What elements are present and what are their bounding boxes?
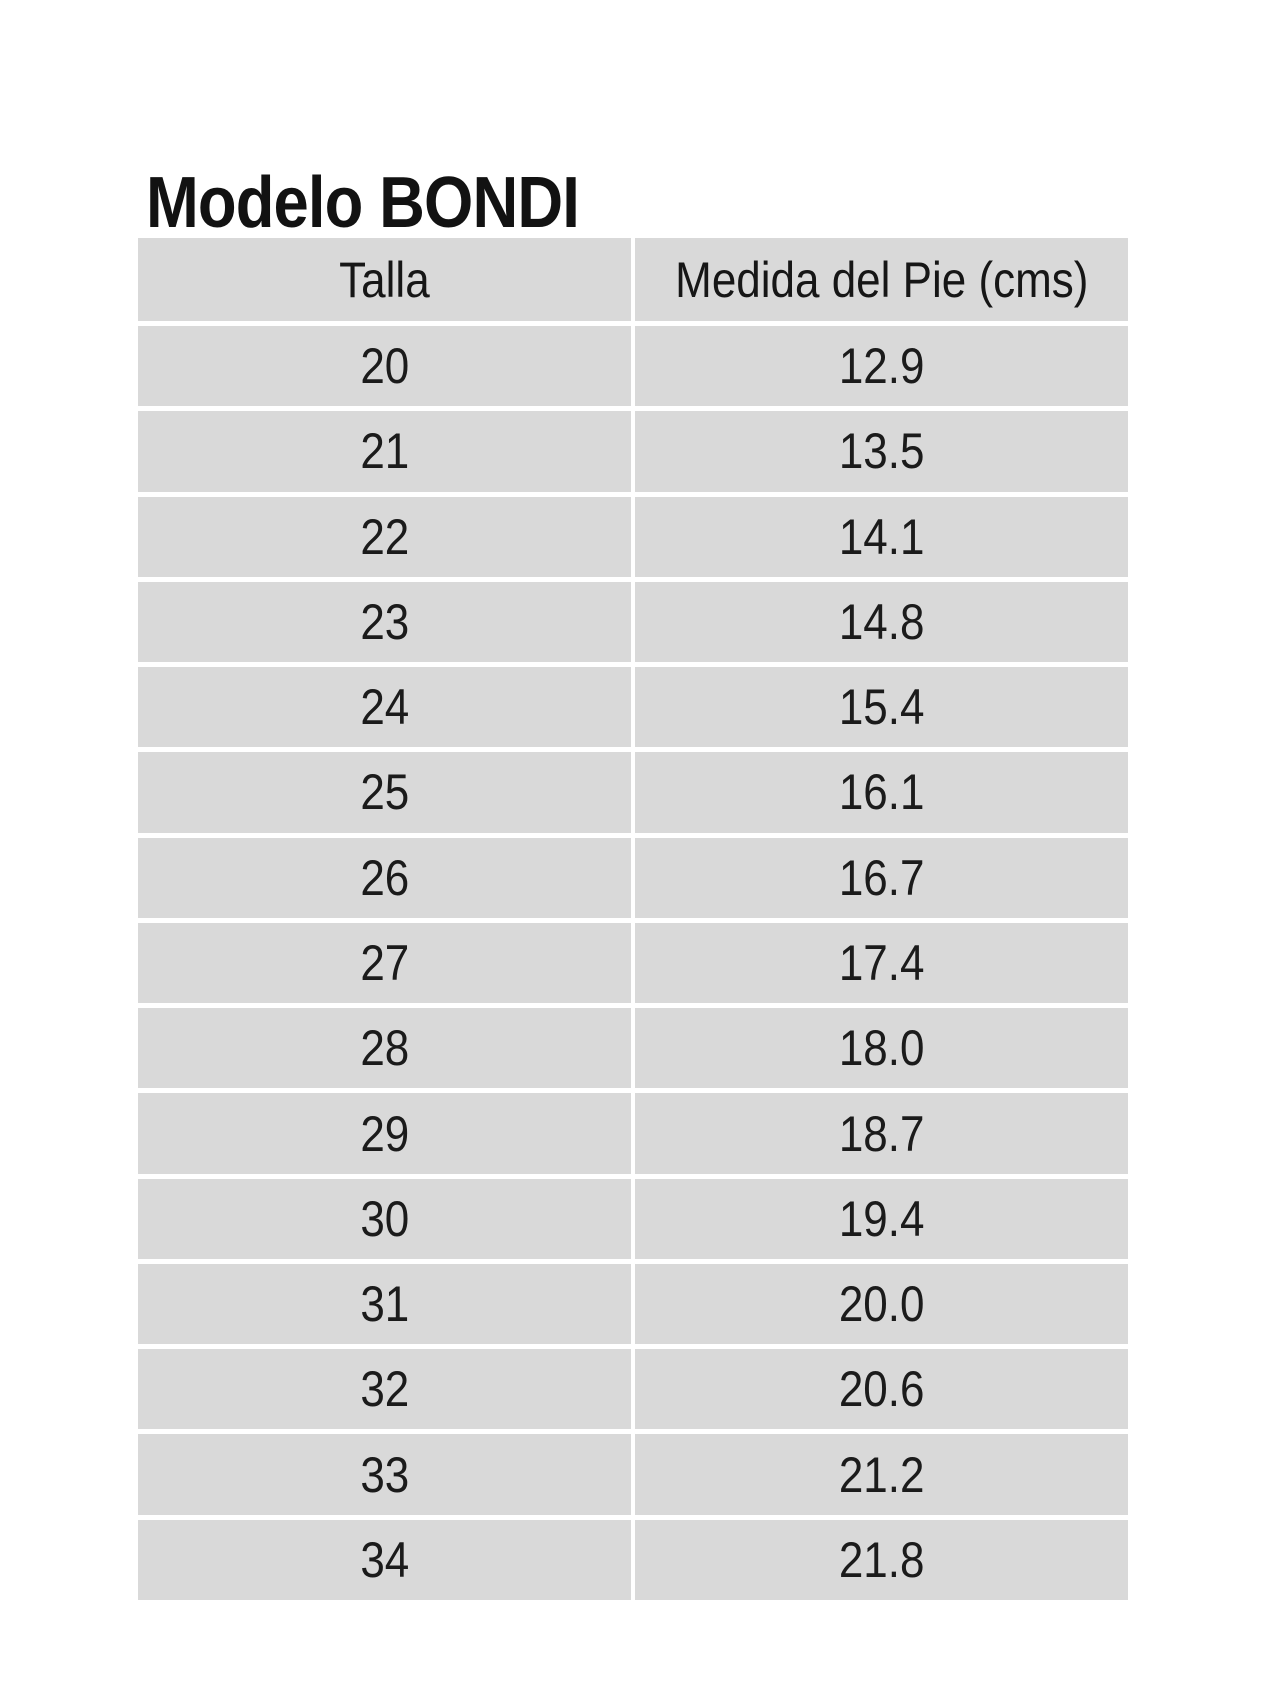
size-cell: 27 [138,922,631,1004]
size-cell: 24 [138,667,631,748]
measure-cell: 15.4 [635,667,1128,748]
measure-cell: 20.0 [635,1263,1128,1345]
measure-cell: 13.5 [635,411,1128,492]
measure-cell: 14.8 [635,581,1128,663]
page-title-text: Modelo BONDI [146,163,580,244]
size-cell: 23 [138,581,631,663]
page-title: Modelo BONDI [146,167,638,239]
size-column-header: Talla [138,238,631,321]
measure-cell: 19.4 [635,1178,1128,1259]
size-cell: 30 [138,1178,631,1259]
size-cell: 20 [138,326,631,407]
size-cell: 26 [138,837,631,918]
measure-cell: 17.4 [635,922,1128,1004]
measure-cell: 18.7 [635,1093,1128,1174]
measure-cell: 21.2 [635,1434,1128,1515]
measure-cell: 20.6 [635,1349,1128,1430]
measure-column-header: Medida del Pie (cms) [635,238,1128,321]
measure-cell: 18.0 [635,1008,1128,1089]
size-cell: 25 [138,752,631,833]
size-cell: 28 [138,1008,631,1089]
measure-cell: 12.9 [635,326,1128,407]
size-cell: 34 [138,1519,631,1600]
size-cell: 29 [138,1093,631,1174]
measure-cell: 16.1 [635,752,1128,833]
measure-cell: 14.1 [635,496,1128,577]
size-cell: 31 [138,1263,631,1345]
size-cell: 22 [138,496,631,577]
size-cell: 33 [138,1434,631,1515]
measure-cell: 21.8 [635,1519,1128,1600]
size-cell: 32 [138,1349,631,1430]
size-cell: 21 [138,411,631,492]
size-chart-table: Talla Medida del Pie (cms) 20 12.9 21 13… [138,238,1128,1600]
measure-cell: 16.7 [635,837,1128,918]
